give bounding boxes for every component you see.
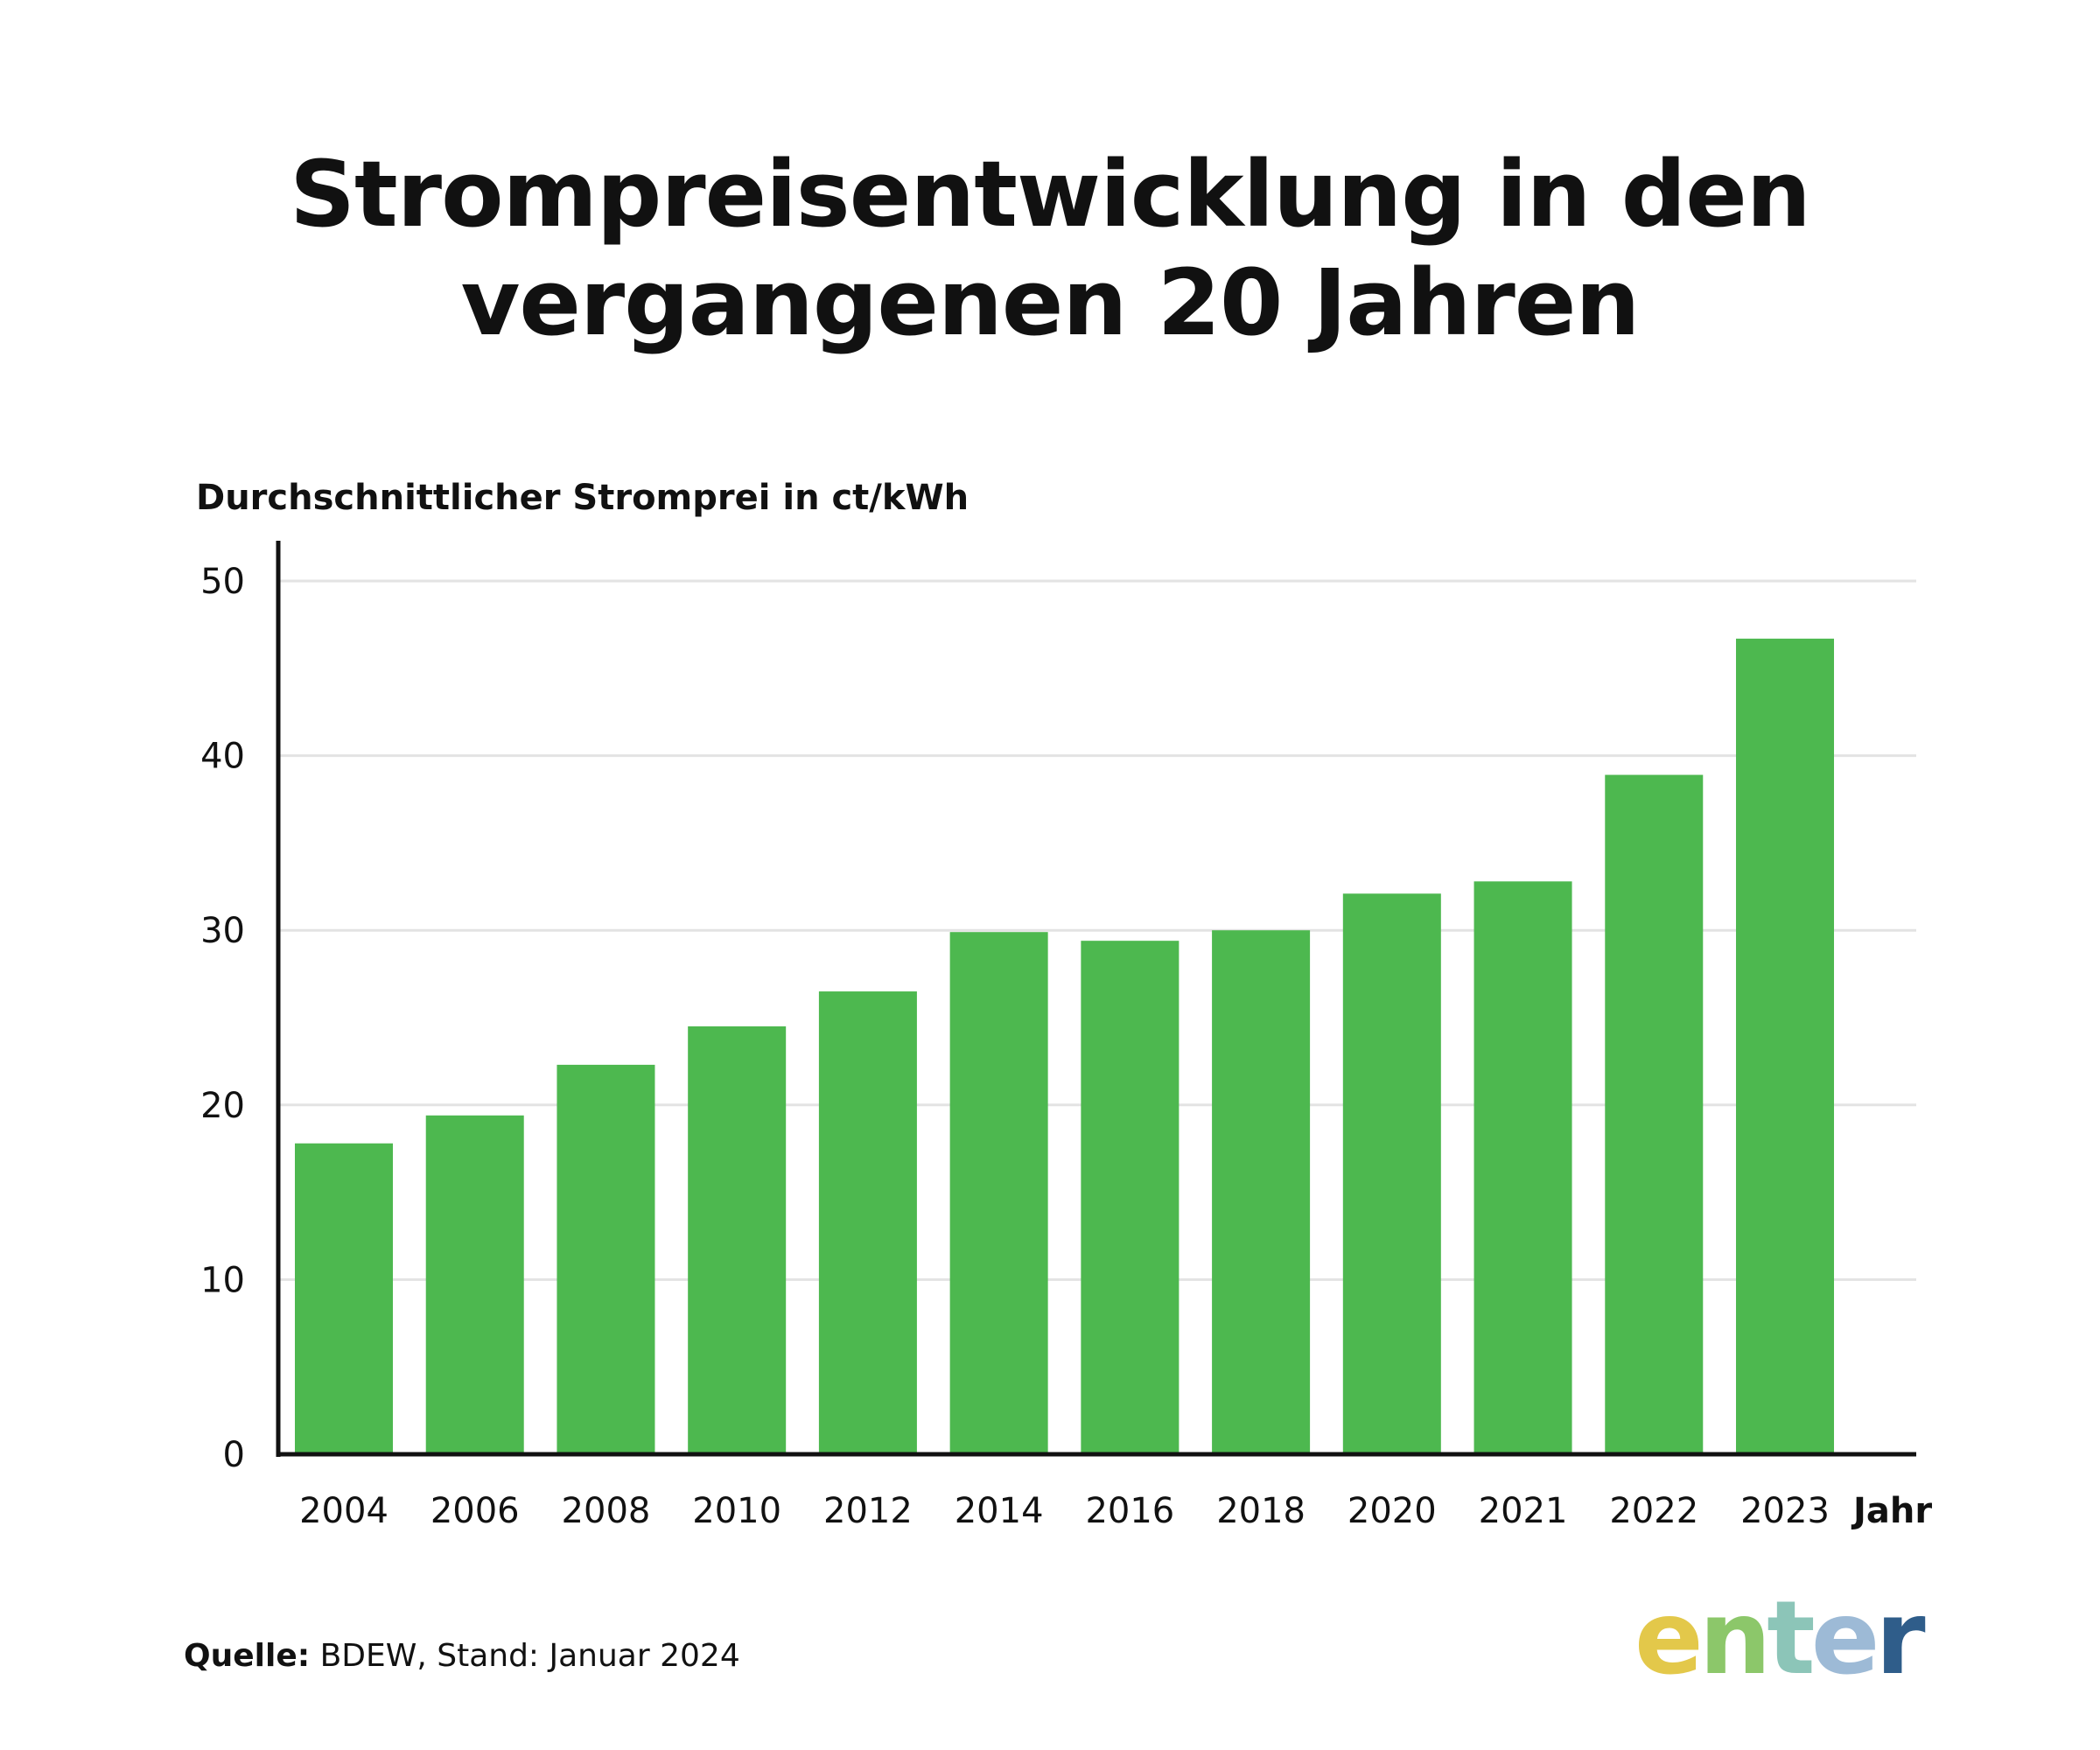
y-tick-label: 40 — [200, 737, 245, 777]
bar-2020 — [1342, 893, 1441, 1454]
logo-letter: e — [1634, 1579, 1704, 1698]
bar-2004 — [295, 1143, 393, 1454]
x-tick-label-2016: 2016 — [1085, 1491, 1174, 1531]
source-text: BDEW, Stand: Januar 2024 — [310, 1638, 740, 1674]
bar-2006 — [425, 1115, 524, 1454]
bar-2021 — [1474, 881, 1572, 1454]
y-axis-title: Durchschnittlicher Stromprei in ct/kWh — [196, 478, 969, 518]
x-tick-label-2010: 2010 — [692, 1491, 781, 1531]
x-axis-title: Jahr — [1851, 1491, 1932, 1531]
y-tick-label: 0 — [223, 1435, 245, 1475]
logo-letter: n — [1698, 1579, 1772, 1698]
x-tick-label-2020: 2020 — [1348, 1491, 1437, 1531]
x-tick-label-2004: 2004 — [299, 1491, 388, 1531]
x-tick-label-2008: 2008 — [562, 1491, 651, 1531]
bar-2008 — [556, 1064, 655, 1454]
x-tick-label-2023: 2023 — [1740, 1491, 1830, 1531]
enter-logo: enter — [1634, 1579, 1926, 1698]
bar-2014 — [949, 932, 1048, 1454]
x-tick-label-2021: 2021 — [1479, 1491, 1568, 1531]
bar-2023 — [1736, 638, 1834, 1454]
source-note: Quelle: BDEW, Stand: Januar 2024 — [184, 1638, 740, 1674]
logo-letter: e — [1810, 1579, 1880, 1698]
y-tick-labels: 0 10 20 30 40 50 — [200, 562, 245, 1475]
logo-letter: t — [1767, 1579, 1815, 1698]
y-tick-label: 20 — [200, 1086, 245, 1126]
bar-2016 — [1081, 941, 1180, 1454]
bar-2012 — [818, 991, 917, 1454]
chart-title-line-2: vergangenen 20 Jahren — [460, 249, 1641, 356]
x-tick-label-2006: 2006 — [430, 1491, 520, 1531]
bar-2018 — [1212, 930, 1311, 1454]
logo-letter: r — [1875, 1579, 1925, 1698]
bar-2010 — [688, 1026, 787, 1454]
y-tick-label: 30 — [200, 911, 245, 951]
source-label: Quelle: — [184, 1638, 311, 1674]
chart-title: Strompreisentwicklung in den vergangenen… — [0, 140, 2100, 357]
bar-2022 — [1605, 774, 1704, 1454]
x-tick-label-2012: 2012 — [823, 1491, 913, 1531]
chart-title-line-1: Strompreisentwicklung in den — [290, 141, 1811, 248]
y-tick-label: 10 — [200, 1260, 245, 1300]
x-tick-label-2014: 2014 — [955, 1491, 1044, 1531]
bars — [295, 638, 1834, 1454]
y-tick-label: 50 — [200, 562, 245, 602]
x-tick-label-2018: 2018 — [1216, 1491, 1306, 1531]
x-tick-labels: 2004 2006 2008 2010 2012 2014 2016 2018 2020 2021… — [299, 1491, 1830, 1531]
x-tick-label-2022: 2022 — [1609, 1491, 1698, 1531]
